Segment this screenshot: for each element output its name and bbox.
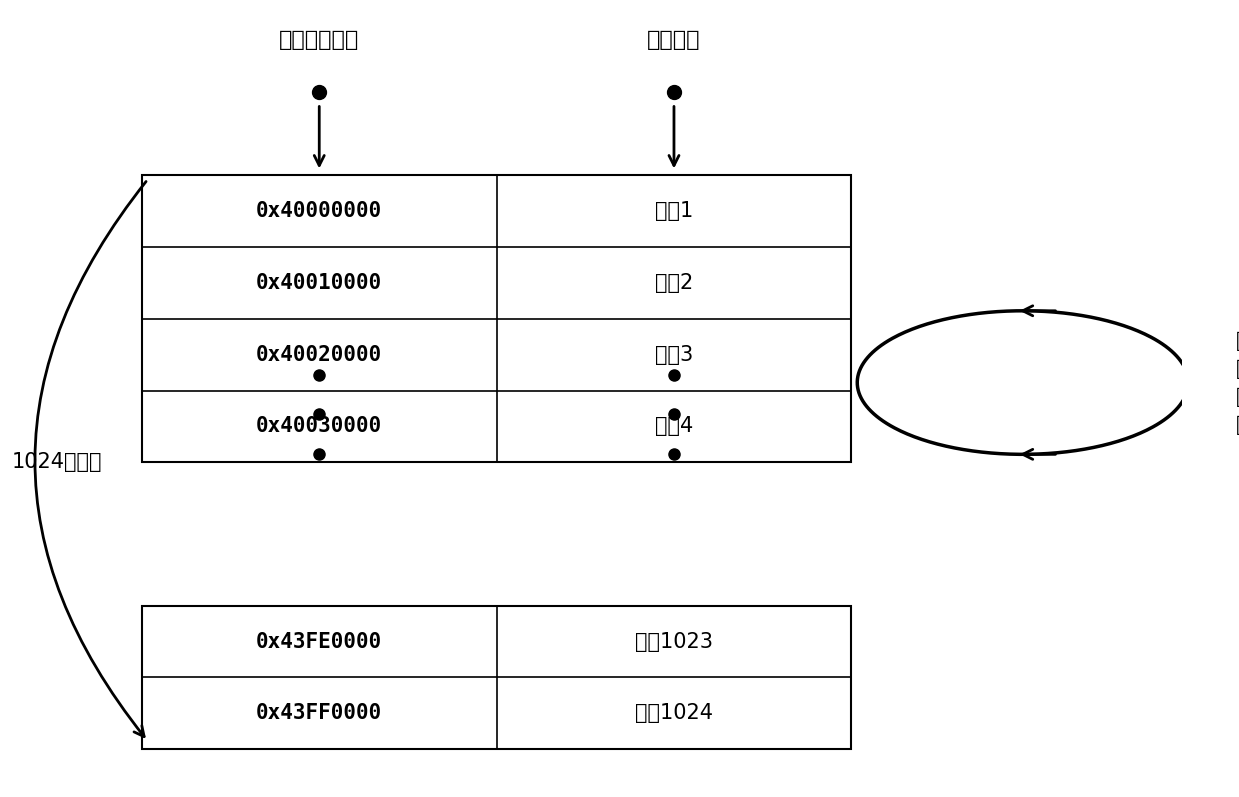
FancyBboxPatch shape — [142, 175, 851, 462]
Text: 循
环
覆
盖: 循 环 覆 盖 — [1235, 331, 1239, 434]
Text: 方位信息: 方位信息 — [647, 29, 701, 50]
Text: 0x43FF0000: 0x43FF0000 — [256, 703, 383, 724]
Text: 0x40020000: 0x40020000 — [256, 344, 383, 365]
Text: 方位1023: 方位1023 — [634, 631, 712, 652]
Text: 起始地址信息: 起始地址信息 — [279, 29, 359, 50]
Text: 1024个记录: 1024个记录 — [12, 452, 103, 473]
Text: 方位1: 方位1 — [655, 201, 693, 222]
Text: 方位3: 方位3 — [655, 344, 693, 365]
Text: 0x40010000: 0x40010000 — [256, 273, 383, 293]
Text: 0x40030000: 0x40030000 — [256, 416, 383, 437]
Text: 方位4: 方位4 — [655, 416, 693, 437]
Text: 0x43FE0000: 0x43FE0000 — [256, 631, 383, 652]
Text: 方位2: 方位2 — [655, 273, 693, 293]
FancyBboxPatch shape — [142, 606, 851, 749]
Text: 方位1024: 方位1024 — [634, 703, 712, 724]
Text: 0x40000000: 0x40000000 — [256, 201, 383, 222]
